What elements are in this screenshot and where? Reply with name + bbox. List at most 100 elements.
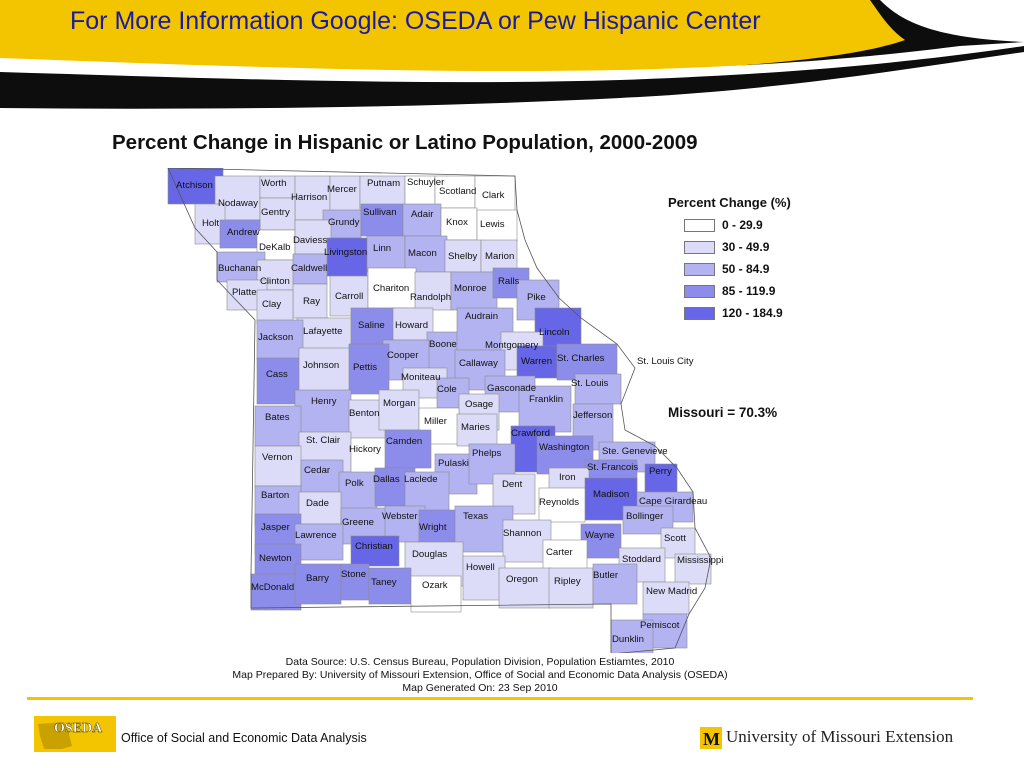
county-lewis (476, 209, 518, 243)
county-label: Barton (261, 490, 290, 501)
legend-label: 50 - 84.9 (722, 262, 770, 276)
county-andrew (219, 219, 261, 249)
prepared-by-line: Map Prepared By: University of Missouri … (232, 669, 728, 681)
county-reynolds (538, 487, 586, 523)
county-label: Benton (349, 408, 380, 419)
county-gentry (259, 197, 296, 231)
county-label: Warren (521, 356, 553, 367)
county-label: Randolph (410, 292, 452, 303)
map-title: Percent Change in Hispanic or Latino Pop… (112, 131, 698, 154)
county-label: Platte (232, 287, 257, 298)
county-label: Miller (424, 416, 447, 427)
county-barry (294, 563, 342, 605)
county-jackson (256, 319, 304, 361)
county-label: Lincoln (539, 327, 570, 338)
county-taney (368, 567, 412, 605)
county-scott (660, 527, 696, 559)
county-label: Adair (411, 209, 434, 220)
county-label: Audrain (465, 311, 499, 322)
county-label: Mississippi (677, 555, 724, 566)
county-label: Holt (202, 218, 220, 229)
county-label: Linn (373, 243, 392, 254)
county-pettis (348, 343, 390, 395)
county-label: Polk (345, 478, 364, 489)
county-carroll (329, 275, 369, 317)
county-caldwell (292, 253, 328, 285)
county-mississippi (674, 553, 712, 585)
generated-on-line: Map Generated On: 23 Sep 2010 (402, 682, 558, 694)
county-label: Franklin (529, 394, 564, 405)
county-label: Harrison (291, 192, 328, 203)
county-bates (254, 405, 302, 447)
county-label: Ralls (498, 276, 520, 287)
county-label: Marion (485, 251, 515, 262)
banner-title: For More Information Google: OSEDA or Pe… (70, 7, 761, 35)
county-label: Ste. Genevieve (602, 446, 668, 457)
county-lawrence (294, 523, 344, 561)
footer-divider (27, 697, 973, 700)
mizzou-tiger-logo: M (700, 727, 722, 749)
county-label: Lewis (480, 219, 505, 230)
county-carter (542, 539, 588, 573)
county-label: Moniteau (401, 372, 441, 383)
county-label: Scott (664, 533, 686, 544)
county-perry (644, 463, 678, 497)
county-label: Wayne (585, 530, 615, 541)
county-label: Dallas (373, 474, 400, 485)
county-label: Henry (311, 396, 337, 407)
county-johnson (298, 347, 352, 395)
county-label: Andrew (227, 227, 260, 238)
county-label: Madison (593, 489, 630, 500)
county-label: Vernon (262, 452, 293, 463)
st-louis-city-label: St. Louis City (637, 356, 694, 367)
county-wayne (580, 523, 622, 559)
oseda-name: Office of Social and Economic Data Analy… (121, 731, 367, 745)
county-knox (440, 207, 478, 241)
county-label: Carroll (335, 291, 364, 302)
county-label: St. Louis (571, 378, 609, 389)
county-putnam (359, 175, 406, 209)
county-marion (480, 239, 518, 273)
county-label: Osage (465, 399, 494, 410)
county-adair (402, 203, 442, 237)
legend-label: 30 - 49.9 (722, 240, 770, 254)
county-label: New Madrid (646, 586, 698, 597)
county-maries (456, 413, 498, 447)
county-macon (404, 235, 448, 273)
legend-label: 120 - 184.9 (722, 306, 783, 320)
legend-swatch (684, 263, 715, 276)
county-label: Stoddard (622, 554, 661, 565)
county-label: Douglas (412, 549, 448, 560)
county-label: Maries (461, 422, 490, 433)
county-label: McDonald (251, 582, 295, 593)
legend-label: 0 - 29.9 (722, 218, 763, 232)
county-label: Knox (446, 217, 468, 228)
county-atchison (167, 168, 224, 205)
county-label: Ozark (422, 580, 448, 591)
county-label: Christian (355, 541, 393, 552)
county-label: Bates (265, 412, 290, 423)
county-label: Scotland (439, 186, 477, 197)
county-label: Barry (306, 573, 329, 584)
county-label: Phelps (472, 448, 502, 459)
county-label: Wright (419, 522, 447, 533)
map-legend: Percent Change (%) 0 - 29.9 30 - 49.9 50… (668, 195, 868, 335)
county-label: Shelby (448, 251, 478, 262)
county-label: Mercer (327, 184, 357, 195)
county-label: Cole (437, 384, 457, 395)
county-henry (294, 389, 352, 435)
county-label: Sullivan (363, 207, 397, 218)
county-label: Buchanan (218, 263, 262, 274)
county-label: Macon (408, 248, 437, 259)
county-label: Pike (527, 292, 546, 303)
banner-swoosh (0, 0, 1024, 109)
county-label: Texas (463, 511, 489, 522)
county-label: Schuyler (407, 177, 445, 188)
county-label: Gasconade (487, 383, 537, 394)
county-label: Dunklin (612, 634, 644, 645)
county-label: Oregon (506, 574, 538, 585)
county-clay (256, 289, 294, 325)
top-banner: For More Information Google: OSEDA or Pe… (0, 0, 1024, 110)
county-label: Clinton (260, 276, 290, 287)
county-label: Grundy (328, 217, 360, 228)
